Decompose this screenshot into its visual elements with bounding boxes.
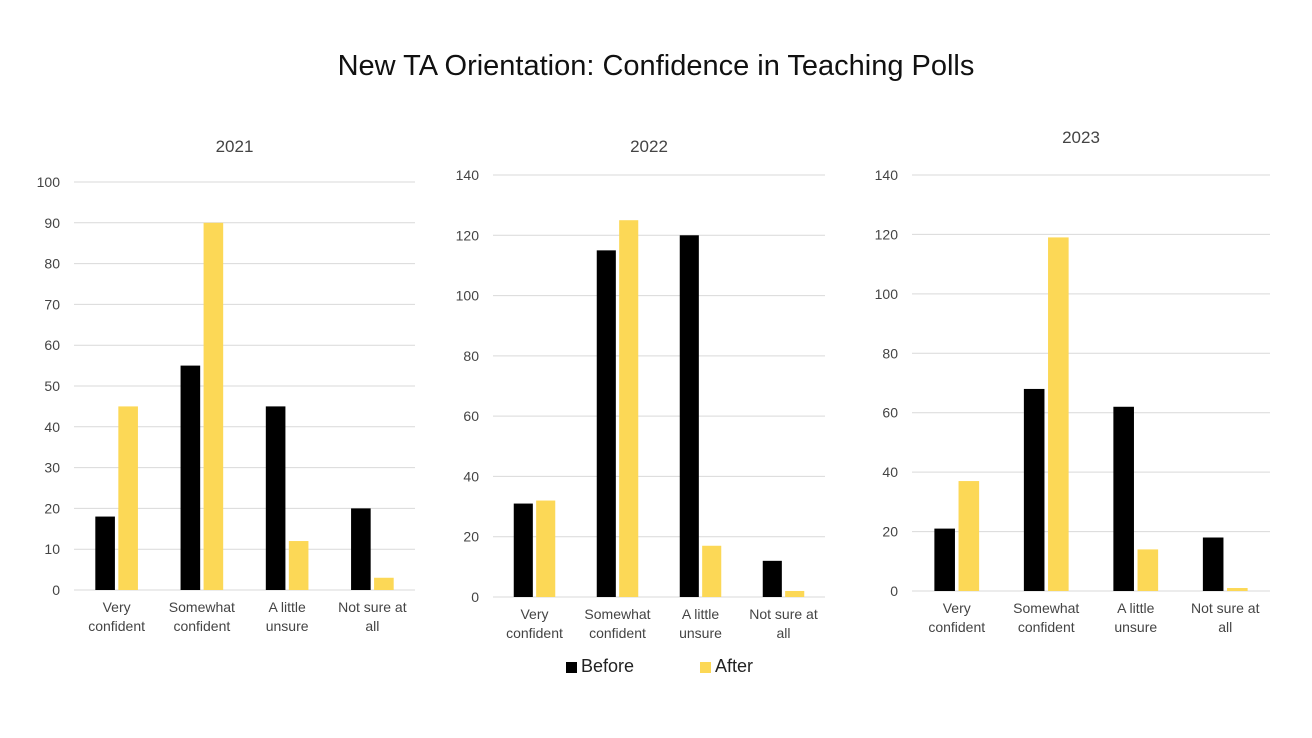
x-category-label: confident <box>88 618 145 634</box>
y-tick-label: 20 <box>44 500 60 516</box>
bar-before <box>596 250 616 597</box>
bar-before <box>934 528 955 591</box>
y-tick-label: 120 <box>456 227 480 243</box>
y-tick-label: 140 <box>456 167 480 183</box>
bar-after <box>536 500 556 597</box>
x-category-label: unsure <box>679 625 722 641</box>
bar-before <box>95 516 115 590</box>
y-tick-label: 0 <box>471 589 479 605</box>
x-category-label: confident <box>589 625 646 641</box>
y-tick-label: 140 <box>875 167 899 183</box>
x-category-label: Not sure at <box>749 606 818 622</box>
x-category-label: confident <box>1018 619 1075 635</box>
y-tick-label: 80 <box>44 256 60 272</box>
bar-before <box>679 235 699 597</box>
x-category-label: Somewhat <box>1013 600 1079 616</box>
legend-item-before: Before <box>566 656 634 677</box>
y-tick-label: 40 <box>463 468 479 484</box>
chart-2022: 2022 0 20 40 60 80 100 120 140 Very confident Somew… <box>456 137 825 641</box>
bar-before <box>1023 388 1045 591</box>
y-tick-label: 60 <box>882 405 898 421</box>
y-tick-label: 30 <box>44 460 60 476</box>
x-category-label: A little <box>1117 600 1155 616</box>
x-category-label: unsure <box>266 618 309 634</box>
y-tick-label: 20 <box>463 529 479 545</box>
y-tick-label: 90 <box>44 215 60 231</box>
bar-after <box>374 577 394 590</box>
x-category-label: Very <box>520 606 548 622</box>
x-category-label: confident <box>506 625 563 641</box>
legend-swatch-after <box>700 662 711 673</box>
bar-before <box>351 508 371 590</box>
x-category-label: all <box>776 625 790 641</box>
x-category-label: A little <box>268 599 306 615</box>
legend-label-before: Before <box>581 656 635 676</box>
x-category-label: unsure <box>1114 619 1157 635</box>
legend-swatch-before <box>566 662 577 673</box>
bar-after <box>619 220 639 597</box>
bar-after <box>288 541 309 590</box>
bar-after <box>702 545 722 597</box>
x-category-label: Not sure at <box>1191 600 1260 616</box>
y-tick-label: 100 <box>37 174 61 190</box>
y-tick-label: 70 <box>44 296 60 312</box>
chart-title: 2021 <box>216 137 254 156</box>
y-tick-label: 50 <box>44 378 60 394</box>
legend-label-after: After <box>715 656 754 676</box>
x-category-label: confident <box>173 618 230 634</box>
y-tick-label: 40 <box>44 419 60 435</box>
x-category-label: Somewhat <box>169 599 235 615</box>
bar-before <box>1202 537 1224 591</box>
bar-before <box>513 503 533 597</box>
bar-before <box>180 365 201 590</box>
x-category-label: Somewhat <box>584 606 650 622</box>
bar-after <box>1048 237 1069 591</box>
bar-before <box>1113 406 1134 591</box>
x-category-label: all <box>1218 619 1232 635</box>
x-category-label: A little <box>682 606 720 622</box>
y-tick-label: 80 <box>463 348 479 364</box>
bar-after <box>958 481 980 591</box>
legend-item-after: After <box>700 656 753 677</box>
y-tick-label: 80 <box>882 345 898 361</box>
bar-after <box>118 406 138 590</box>
x-category-label: Very <box>103 599 131 615</box>
y-tick-label: 60 <box>44 337 60 353</box>
x-category-label: Very <box>943 600 971 616</box>
y-tick-label: 100 <box>875 286 899 302</box>
chart-title: 2022 <box>630 137 668 156</box>
y-tick-label: 60 <box>463 408 479 424</box>
y-tick-label: 100 <box>456 288 480 304</box>
bar-after <box>1227 588 1248 591</box>
y-tick-label: 20 <box>882 524 898 540</box>
y-tick-label: 120 <box>875 226 899 242</box>
y-tick-label: 0 <box>52 582 60 598</box>
bar-after <box>785 590 805 597</box>
y-tick-label: 10 <box>44 541 60 557</box>
bar-before <box>265 406 286 590</box>
chart-title: 2023 <box>1062 128 1100 147</box>
y-tick-label: 0 <box>890 583 898 599</box>
x-category-label: all <box>365 618 379 634</box>
y-tick-label: 40 <box>882 464 898 480</box>
page-title: New TA Orientation: Confidence in Teachi… <box>337 50 975 82</box>
chart-2023: 2023 0 20 40 60 80 100 120 140 Very confident Somew… <box>875 128 1270 635</box>
bar-before <box>762 560 782 597</box>
bar-after <box>203 222 224 591</box>
x-category-label: confident <box>928 619 985 635</box>
chart-2021: 2021 0 10 20 30 40 50 60 70 80 90 100 Very confident S… <box>37 137 415 634</box>
x-category-label: Not sure at <box>338 599 407 615</box>
bar-after <box>1137 549 1159 591</box>
